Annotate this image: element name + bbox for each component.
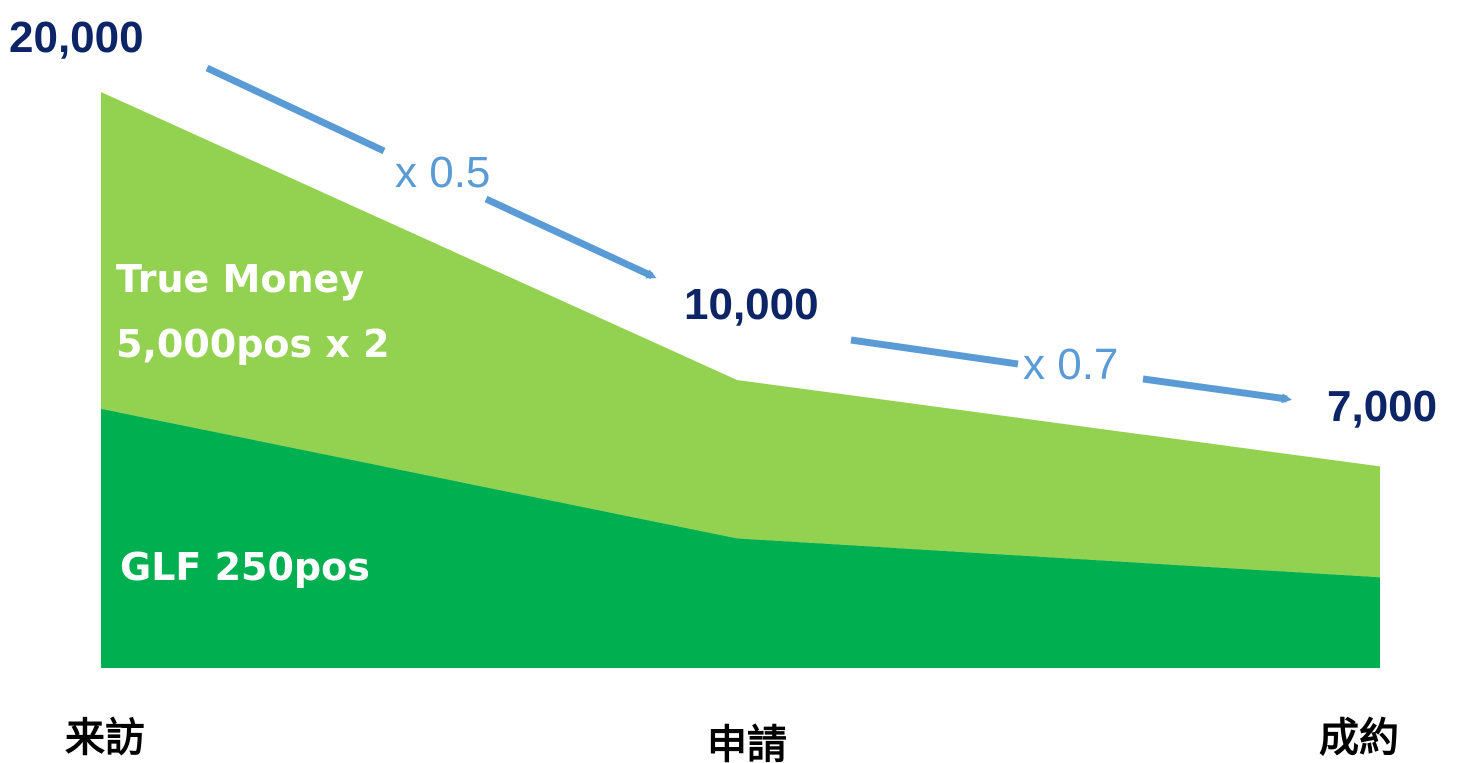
series-label-glf: GLF 250pos xyxy=(120,545,370,589)
conversion-arrow-2-segment-b xyxy=(1142,375,1292,404)
area-true-money xyxy=(101,92,1380,578)
conversion-label-2: x 0.7 xyxy=(1023,340,1118,389)
category-label-apply: 申請 xyxy=(707,722,787,763)
area-glf xyxy=(101,408,1380,668)
conversion-arrow-2-segment-a xyxy=(850,336,1019,368)
category-label-visit: 来訪 xyxy=(65,715,145,761)
total-label-visit: 20,000 xyxy=(9,13,144,62)
conversion-arrows xyxy=(205,64,1292,404)
total-label-apply: 10,000 xyxy=(684,280,819,329)
series-label-true-money-line1: True Money xyxy=(116,257,364,301)
category-label-contract: 成約 xyxy=(1319,715,1399,761)
total-label-contract: 7,000 xyxy=(1327,382,1437,431)
conversion-arrow-1-segment-b xyxy=(484,195,657,280)
series-label-true-money-line2: 5,000pos x 2 xyxy=(116,322,390,366)
conversion-label-1: x 0.5 xyxy=(395,148,490,197)
conversion-arrow-1-segment-a xyxy=(205,64,386,155)
